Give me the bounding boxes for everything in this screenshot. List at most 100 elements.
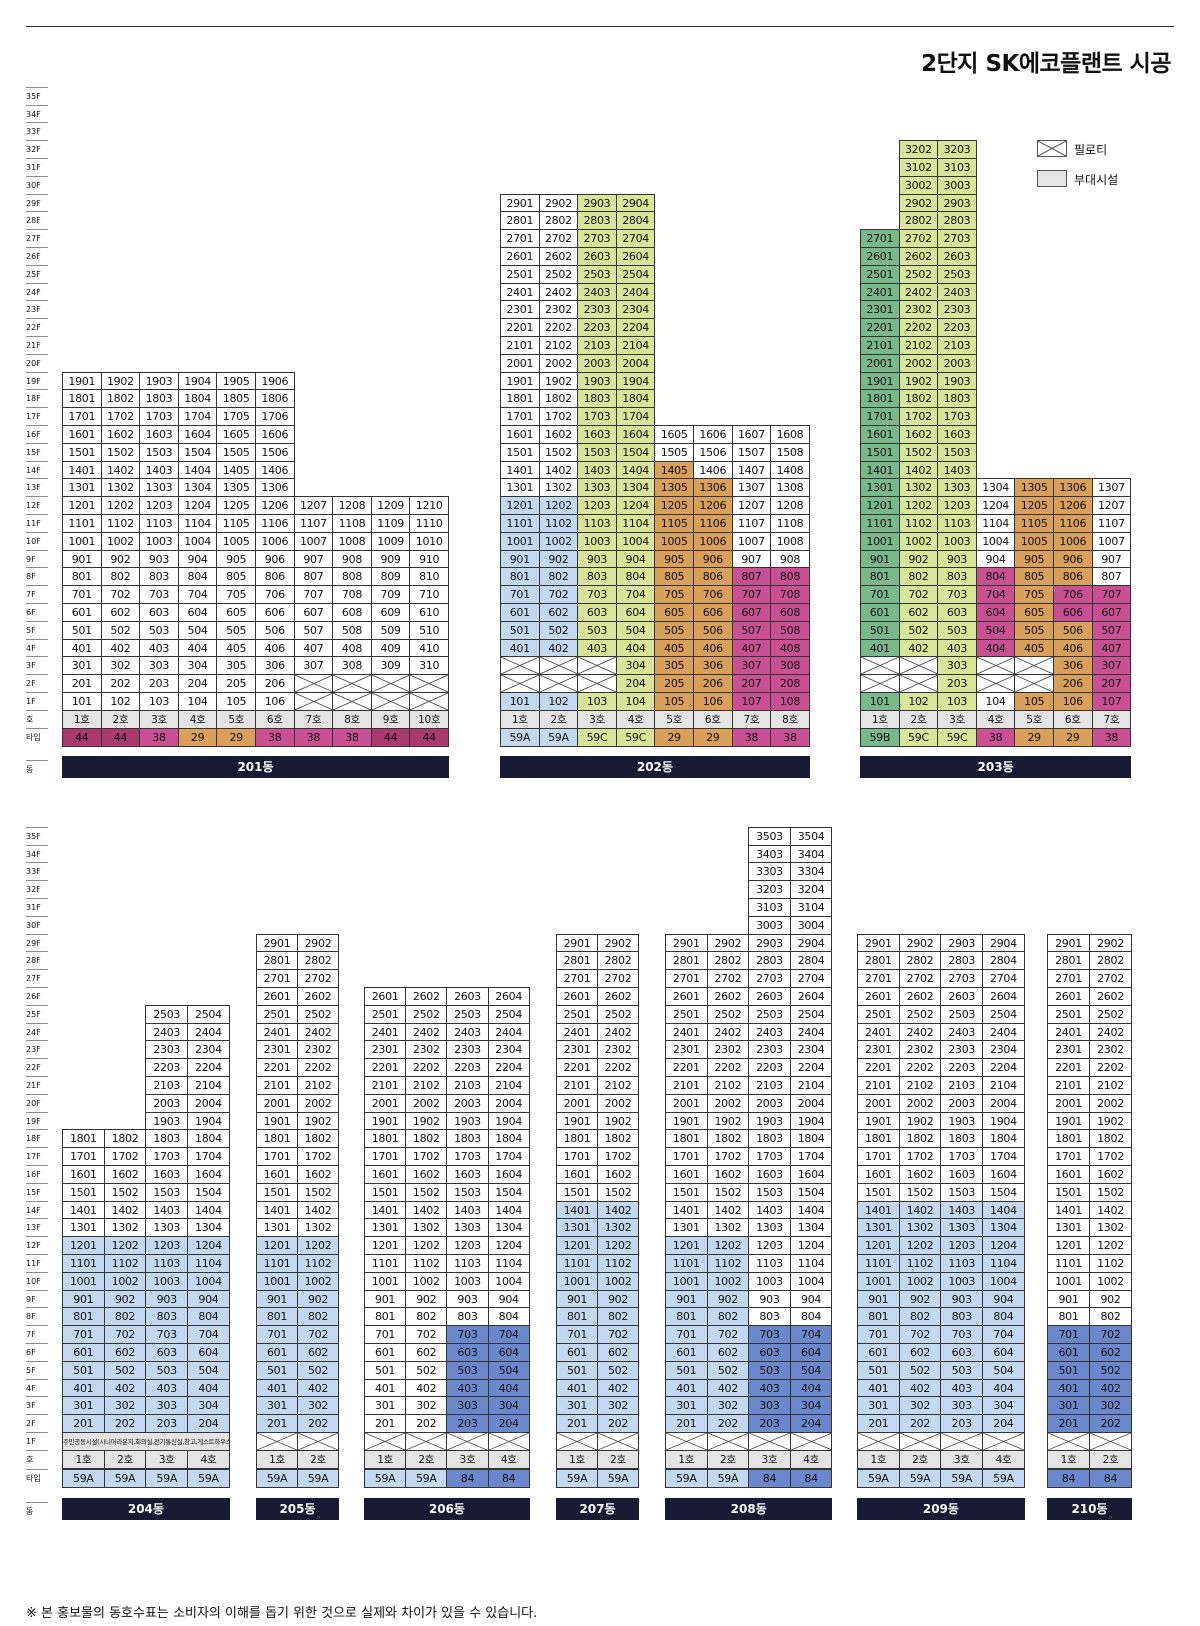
piloti-cell — [940, 1432, 984, 1451]
ho-cell: 1호 — [857, 1449, 900, 1469]
unit-cell: 1703 — [446, 1147, 489, 1166]
type-cell: 38 — [770, 728, 810, 747]
unit-cell: 2403 — [577, 282, 617, 302]
unit-cell: 703 — [937, 585, 977, 604]
unit-cell: 1203 — [145, 1236, 189, 1255]
unit-cell: 1405 — [654, 460, 694, 480]
unit-cell: 101 — [860, 692, 900, 711]
unit-cell: 1903 — [139, 371, 179, 391]
unit-cell: 2101 — [665, 1076, 708, 1095]
type-cell: 29 — [216, 728, 256, 747]
unit-cell: 901 — [62, 1289, 105, 1309]
unit-cell: 2004 — [615, 353, 656, 373]
ho-cell: 2호 — [538, 709, 579, 729]
unit-cell: 103 — [937, 692, 977, 711]
unit-cell: 1903 — [446, 1111, 489, 1131]
unit-cell: 1203 — [940, 1236, 984, 1255]
unit-cell: 501 — [665, 1360, 708, 1380]
unit-cell: 2102 — [297, 1076, 339, 1095]
unit-cell: 1301 — [500, 478, 540, 498]
unit-cell: 1104 — [187, 1254, 230, 1273]
unit-cell: 305 — [216, 656, 256, 676]
unit-cell: 2901 — [256, 933, 298, 953]
unit-cell: 2204 — [487, 1058, 530, 1077]
unit-cell: 805 — [654, 567, 694, 587]
unit-cell: 2202 — [405, 1058, 448, 1077]
unit-cell: 2902 — [1089, 933, 1132, 953]
unit-cell: 2603 — [937, 247, 977, 266]
unit-cell: 1302 — [297, 1218, 339, 1238]
unit-cell: 1603 — [139, 425, 179, 444]
unit-cell: 1001 — [860, 531, 900, 551]
unit-cell: 2104 — [187, 1076, 230, 1095]
floor-label: 11F — [26, 1254, 48, 1273]
unit-cell: 802 — [1089, 1307, 1132, 1327]
unit-cell: 2002 — [898, 353, 939, 373]
piloti-cross-icon — [539, 657, 578, 675]
unit-cell: 2202 — [1089, 1058, 1132, 1077]
unit-cell: 1302 — [100, 478, 141, 498]
type-cell: 59C — [898, 728, 939, 747]
unit-cell: 2302 — [538, 300, 579, 320]
unit-cell: 1202 — [898, 496, 939, 515]
unit-cell: 2201 — [556, 1058, 598, 1077]
unit-cell: 1202 — [538, 496, 579, 515]
unit-cell: 1202 — [597, 1236, 639, 1255]
unit-cell: 1902 — [706, 1111, 750, 1131]
unit-cell: 206 — [693, 674, 733, 693]
unit-cell: 1102 — [405, 1254, 448, 1273]
unit-cell: 702 — [898, 1325, 942, 1344]
unit-cell: 2201 — [364, 1058, 407, 1077]
unit-cell: 1801 — [256, 1129, 298, 1149]
unit-cell: 1301 — [665, 1218, 708, 1238]
unit-cell: 206 — [1053, 674, 1093, 693]
piloti-cell — [370, 674, 411, 693]
unit-cell: 606 — [1053, 603, 1093, 622]
unit-cell: 1902 — [297, 1111, 339, 1131]
unit-cell: 202 — [103, 1414, 147, 1433]
unit-cell: 1503 — [446, 1182, 489, 1202]
piloti-cross-icon — [447, 1433, 488, 1450]
type-cell: 59A — [405, 1469, 448, 1488]
unit-cell: 902 — [297, 1289, 339, 1309]
piloti-cross-icon — [298, 1433, 338, 1450]
unit-cell: 2604 — [615, 247, 656, 266]
unit-cell: 1007 — [1091, 531, 1132, 551]
floor-label: 6F — [26, 1343, 48, 1362]
unit-cell: 2104 — [487, 1076, 530, 1095]
unit-cell: 707 — [293, 585, 334, 604]
unit-cell: 903 — [940, 1289, 984, 1309]
unit-cell: 1301 — [556, 1218, 598, 1238]
unit-cell: 2503 — [145, 1004, 189, 1024]
unit-cell: 902 — [1089, 1289, 1132, 1309]
unit-cell: 2303 — [940, 1040, 984, 1060]
unit-cell: 1702 — [103, 1147, 147, 1166]
unit-cell: 2004 — [487, 1093, 530, 1113]
unit-cell: 1204 — [975, 496, 1016, 515]
unit-cell: 102 — [100, 692, 141, 711]
unit-cell: 2304 — [187, 1040, 230, 1060]
unit-cell: 906 — [1053, 549, 1093, 569]
unit-cell: 204 — [187, 1414, 230, 1433]
unit-cell: 902 — [538, 549, 579, 569]
unit-cell: 2401 — [860, 282, 900, 302]
unit-cell: 2903 — [748, 933, 791, 953]
ho-cell: 10호 — [409, 709, 449, 729]
unit-cell: 804 — [975, 567, 1016, 587]
unit-cell: 2001 — [857, 1093, 900, 1113]
unit-cell: 1005 — [216, 531, 256, 551]
type-row-label: 타입 — [26, 728, 48, 747]
unit-cell: 1202 — [1089, 1236, 1132, 1255]
unit-cell: 803 — [937, 567, 977, 587]
unit-cell: 2702 — [538, 229, 579, 248]
floor-label: 6F — [26, 603, 48, 622]
dong-bar: 209동 — [857, 1498, 1025, 1520]
unit-cell: 703 — [577, 585, 617, 604]
unit-cell: 2102 — [538, 336, 579, 355]
type-cell: 29 — [1014, 728, 1054, 747]
unit-cell: 1901 — [500, 371, 540, 391]
unit-cell: 707 — [1091, 585, 1132, 604]
unit-cell: 1201 — [500, 496, 540, 515]
unit-cell: 702 — [597, 1325, 639, 1344]
floor-label: 20F — [26, 353, 48, 373]
